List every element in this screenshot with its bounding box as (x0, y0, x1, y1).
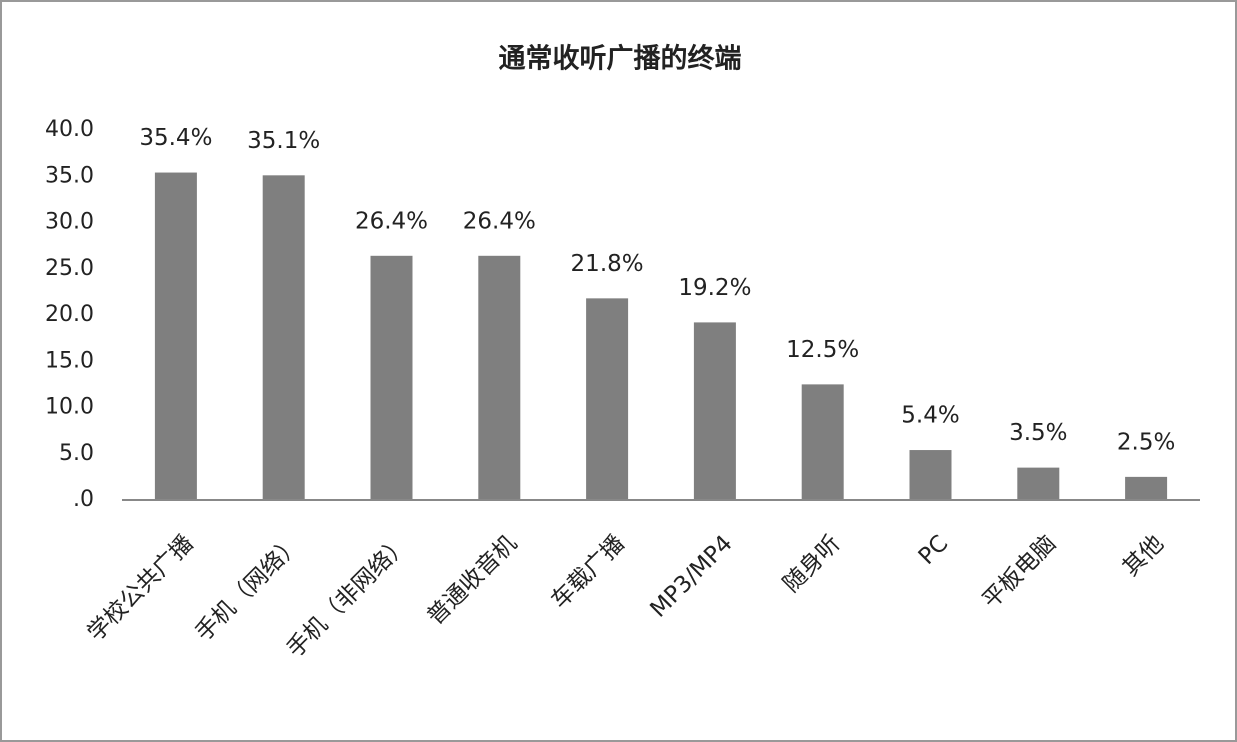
value-label: 19.2% (678, 275, 751, 301)
value-label: 12.5% (786, 337, 859, 363)
y-tick-label: 35.0 (45, 163, 94, 188)
bar (586, 298, 629, 500)
y-tick-label: 10.0 (45, 395, 94, 420)
bar (262, 175, 305, 500)
bar (909, 450, 952, 500)
value-label: 35.1% (247, 128, 320, 154)
value-label: 2.5% (1117, 429, 1175, 455)
bar (154, 172, 197, 501)
y-tick-label: 5.0 (59, 441, 94, 466)
bar (1017, 467, 1060, 500)
bar (1125, 476, 1168, 500)
y-tick-label: 20.0 (45, 302, 94, 327)
value-label: 26.4% (355, 208, 428, 234)
y-tick-label: .0 (73, 487, 94, 512)
y-tick-label: 25.0 (45, 256, 94, 281)
value-label: 5.4% (901, 403, 959, 429)
value-label: 35.4% (139, 125, 212, 151)
chart-title: 通常收听广播的终端 (499, 43, 742, 75)
bar (801, 384, 844, 500)
value-label: 21.8% (571, 251, 644, 277)
bar (370, 255, 413, 500)
bar (693, 322, 736, 500)
y-tick-label: 30.0 (45, 210, 94, 235)
value-label: 3.5% (1009, 420, 1067, 446)
value-label: 26.4% (463, 208, 536, 234)
y-tick-label: 15.0 (45, 348, 94, 373)
bar (478, 255, 521, 500)
y-tick-label: 40.0 (45, 117, 94, 142)
